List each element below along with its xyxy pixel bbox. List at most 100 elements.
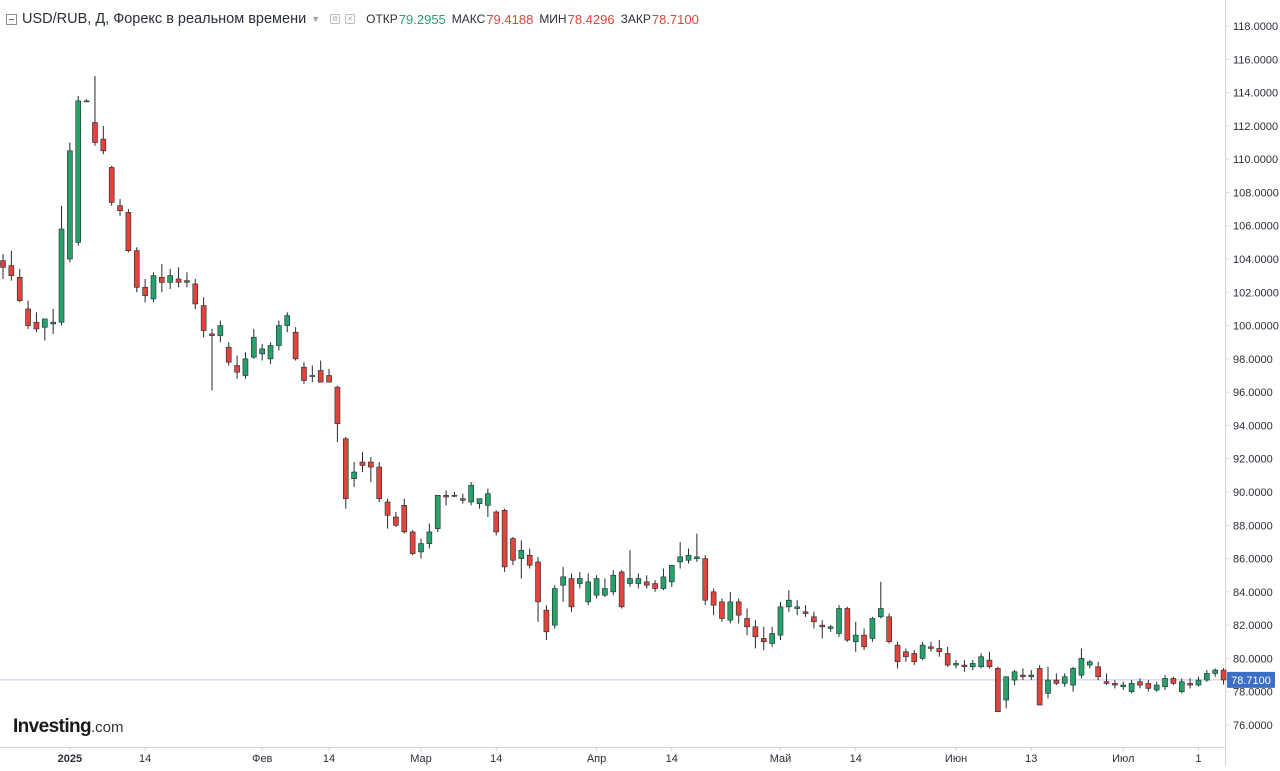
candle[interactable] <box>702 555 709 606</box>
candle[interactable] <box>886 613 892 644</box>
candle[interactable] <box>58 205 65 326</box>
candle[interactable] <box>401 498 408 534</box>
candle[interactable] <box>1120 681 1127 691</box>
candle[interactable] <box>836 605 842 637</box>
candle[interactable] <box>326 368 332 383</box>
candle[interactable] <box>928 641 934 652</box>
candle[interactable] <box>1028 670 1035 681</box>
candle[interactable] <box>41 318 48 341</box>
candle[interactable] <box>25 300 31 329</box>
candle[interactable] <box>409 530 416 556</box>
candle[interactable] <box>1212 668 1218 677</box>
candle[interactable] <box>986 651 993 669</box>
candle[interactable] <box>33 312 40 333</box>
candle[interactable] <box>0 254 6 279</box>
candle[interactable] <box>769 626 775 647</box>
candle[interactable] <box>142 278 148 303</box>
candle[interactable] <box>259 343 265 361</box>
candle[interactable] <box>100 125 107 155</box>
candle[interactable] <box>1187 678 1193 689</box>
candle[interactable] <box>1137 678 1143 689</box>
candle[interactable] <box>869 616 876 642</box>
candle[interactable] <box>568 573 575 612</box>
candle[interactable] <box>1112 680 1118 689</box>
candle[interactable] <box>585 573 592 606</box>
candle[interactable] <box>501 508 508 572</box>
candle[interactable] <box>434 495 441 532</box>
candle[interactable] <box>1103 673 1110 686</box>
candle[interactable] <box>92 75 98 146</box>
candle[interactable] <box>209 328 215 391</box>
candle[interactable] <box>368 457 374 483</box>
candle[interactable] <box>309 365 316 383</box>
candle[interactable] <box>618 570 625 609</box>
candle[interactable] <box>936 640 943 657</box>
candle[interactable] <box>1153 681 1160 692</box>
candle[interactable] <box>251 328 257 359</box>
candle[interactable] <box>200 297 207 338</box>
candle[interactable] <box>459 493 466 504</box>
candle[interactable] <box>1061 673 1068 687</box>
collapse-legend-icon[interactable] <box>6 13 17 25</box>
candle[interactable] <box>961 660 968 672</box>
candle[interactable] <box>284 312 291 333</box>
candle[interactable] <box>643 575 650 589</box>
candle[interactable] <box>1020 668 1026 681</box>
candle[interactable] <box>777 601 784 641</box>
candle[interactable] <box>159 263 165 293</box>
candle[interactable] <box>1204 670 1210 682</box>
candle[interactable] <box>593 575 600 599</box>
candle[interactable] <box>276 320 282 351</box>
candle[interactable] <box>1053 673 1060 686</box>
candle[interactable] <box>1036 665 1043 706</box>
candle[interactable] <box>518 540 525 579</box>
candle[interactable] <box>225 342 232 366</box>
candle[interactable] <box>485 488 491 517</box>
candle[interactable] <box>610 570 617 596</box>
candle[interactable] <box>551 585 558 629</box>
candle[interactable] <box>1003 676 1010 709</box>
close-icon[interactable]: ✕ <box>345 14 356 24</box>
candle[interactable] <box>744 608 750 636</box>
candle[interactable] <box>660 568 667 591</box>
candle[interactable] <box>543 605 550 641</box>
candle[interactable] <box>301 362 307 384</box>
candle[interactable] <box>668 564 675 587</box>
candle[interactable] <box>995 666 1001 712</box>
candle[interactable] <box>852 621 859 652</box>
candle[interactable] <box>334 385 341 443</box>
candle[interactable] <box>1095 661 1101 681</box>
candle[interactable] <box>67 142 73 263</box>
candle[interactable] <box>919 641 926 661</box>
candle[interactable] <box>359 452 366 473</box>
candle[interactable] <box>819 620 826 639</box>
candle[interactable] <box>877 581 884 619</box>
candle[interactable] <box>351 462 357 488</box>
candle[interactable] <box>752 620 759 649</box>
candle[interactable] <box>827 625 834 632</box>
candle[interactable] <box>1170 676 1177 686</box>
candle[interactable] <box>342 437 349 509</box>
candle[interactable] <box>727 591 734 624</box>
candle[interactable] <box>911 650 918 666</box>
candle[interactable] <box>376 462 383 502</box>
candle[interactable] <box>969 660 976 671</box>
candle[interactable] <box>83 99 90 103</box>
candle[interactable] <box>1178 678 1185 694</box>
candle[interactable] <box>1070 666 1076 692</box>
chevron-down-icon[interactable]: ▼ <box>311 14 321 24</box>
candle[interactable] <box>393 511 399 527</box>
candle[interactable] <box>760 626 767 651</box>
candle[interactable] <box>1195 676 1202 687</box>
candle[interactable] <box>735 598 742 624</box>
candle[interactable] <box>242 352 249 379</box>
candle[interactable] <box>694 533 700 562</box>
candle[interactable] <box>493 510 500 536</box>
candle[interactable] <box>184 272 190 288</box>
candle[interactable] <box>1220 668 1227 685</box>
candle[interactable] <box>16 268 23 303</box>
candle[interactable] <box>710 588 717 616</box>
candle[interactable] <box>510 536 516 566</box>
candle[interactable] <box>50 308 56 334</box>
